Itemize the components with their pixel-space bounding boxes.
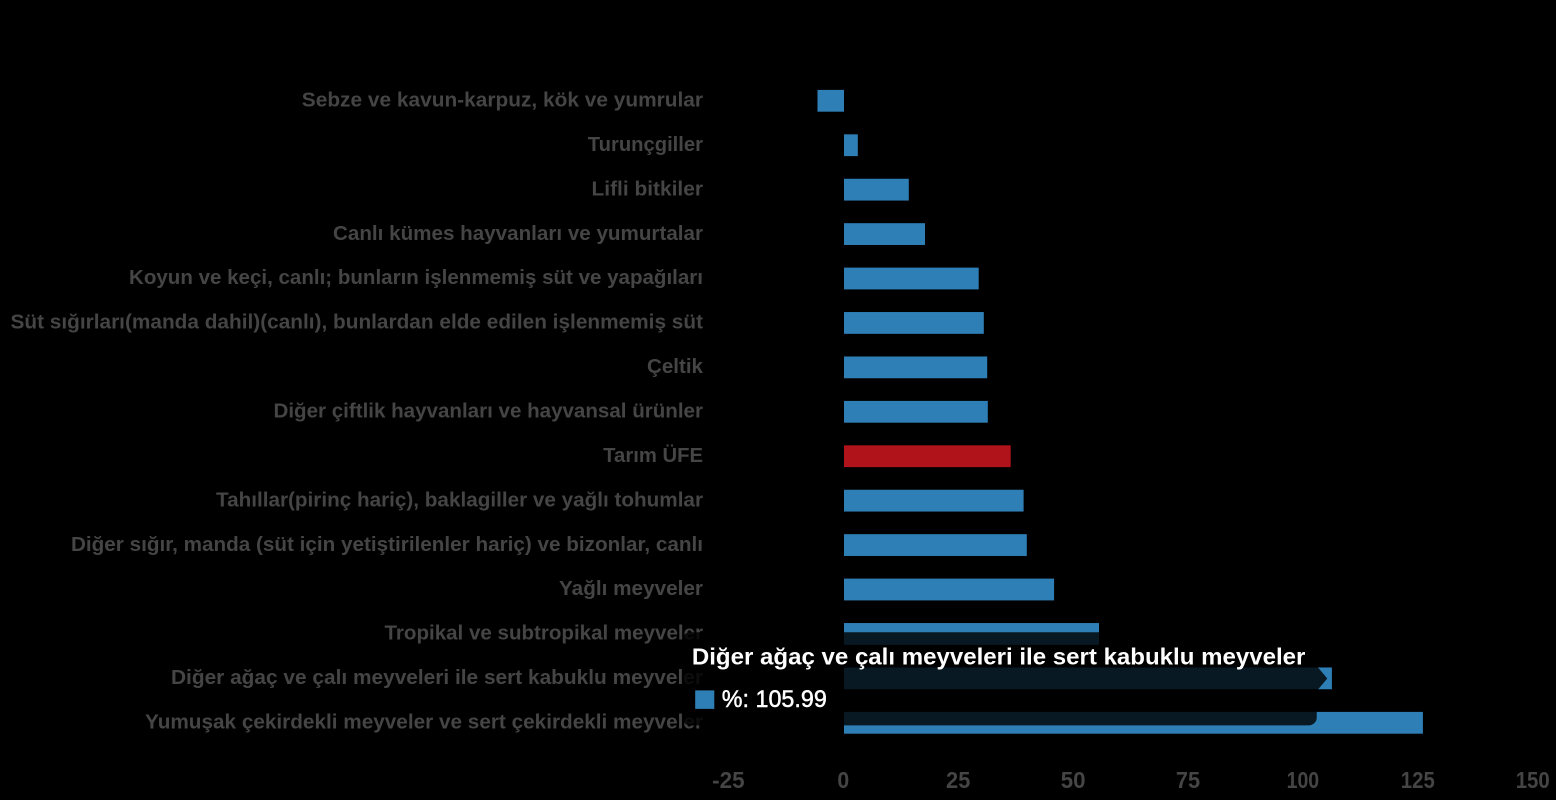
svg-text:-25: -25 [712,767,745,793]
svg-text:Turunçgiller: Turunçgiller [588,134,703,156]
svg-text:Diğer çiftlik hayvanları ve ha: Diğer çiftlik hayvanları ve hayvansal ür… [274,401,704,423]
svg-text:Süt sığırları(manda dahil)(can: Süt sığırları(manda dahil)(canlı), bunla… [11,312,704,334]
svg-text:Koyun ve keçi, canlı; bunların: Koyun ve keçi, canlı; bunların işlenmemi… [129,267,703,289]
svg-text:Diğer ağaç ve çalı meyveleri i: Diğer ağaç ve çalı meyveleri ile sert ka… [171,667,703,689]
svg-text:100: 100 [1287,767,1320,793]
svg-text:125: 125 [1401,767,1435,793]
svg-text:25: 25 [946,767,970,793]
svg-text:%: 105.99: %: 105.99 [722,686,827,713]
svg-text:0: 0 [837,767,849,793]
svg-text:Tarım ÜFE: Tarım ÜFE [603,444,703,467]
svg-text:Yumuşak çekirdekli meyveler ve: Yumuşak çekirdekli meyveler ve sert çeki… [145,711,703,733]
svg-text:75: 75 [1176,767,1200,793]
svg-text:50: 50 [1061,767,1086,793]
svg-text:Tropikal ve subtropikal meyvel: Tropikal ve subtropikal meyveler [385,623,704,645]
svg-text:Diğer sığır, manda (süt için y: Diğer sığır, manda (süt için yetiştirile… [71,534,703,556]
svg-text:Diğer ağaç ve çalı meyveleri i: Diğer ağaç ve çalı meyveleri ile sert ka… [692,644,1306,670]
svg-text:Sebze ve kavun-karpuz, kök ve: Sebze ve kavun-karpuz, kök ve yumrular [302,90,703,112]
svg-text:150: 150 [1516,767,1550,793]
svg-text:Canlı kümes hayvanları ve yumu: Canlı kümes hayvanları ve yumurtalar [333,223,703,245]
svg-text:Tahıllar(pirinç hariç), baklag: Tahıllar(pirinç hariç), baklagiller ve y… [216,489,703,511]
svg-text:Lifli bitkiler: Lifli bitkiler [592,178,704,200]
svg-text:Çeltik: Çeltik [647,356,704,378]
svg-text:Yağlı meyveler: Yağlı meyveler [559,578,703,600]
